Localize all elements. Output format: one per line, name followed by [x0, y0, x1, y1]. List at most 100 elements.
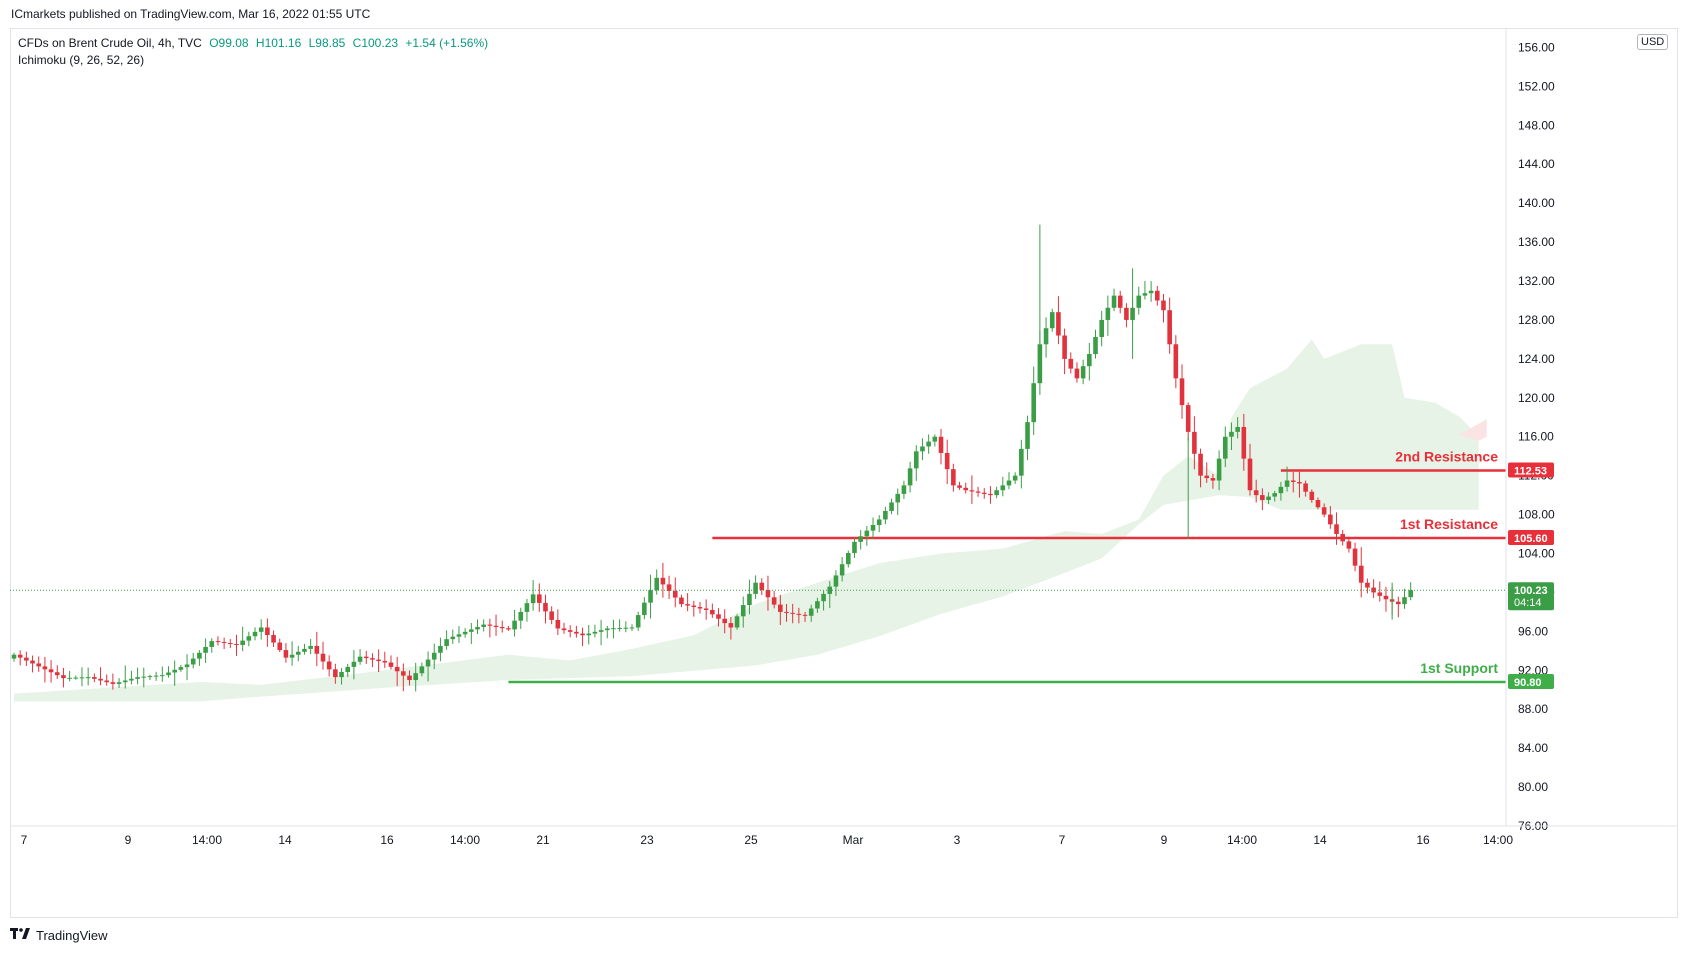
level-badge	[1508, 673, 1554, 689]
candle-body	[370, 658, 375, 660]
candle-body	[308, 645, 313, 649]
candle-body	[1235, 427, 1240, 432]
candle-body	[734, 616, 740, 628]
candle-body	[506, 628, 511, 630]
candle-body	[1346, 541, 1352, 549]
candle-body	[858, 536, 863, 542]
level-label: 1st Support	[1420, 660, 1498, 676]
candle-body	[821, 593, 826, 602]
candle-body	[926, 441, 931, 447]
candle-body	[1334, 524, 1339, 535]
candle-body	[592, 631, 598, 634]
candle-body	[1352, 548, 1358, 566]
candle-body	[73, 677, 79, 679]
candle-body	[129, 678, 134, 681]
footer: TradingView	[10, 928, 108, 943]
candle-body	[1049, 312, 1055, 329]
candle-body	[444, 639, 449, 646]
price-axis: 156.00 152.00 148.00 144.00 140.00 136.00 132.…	[1505, 28, 1555, 833]
candle-body	[604, 628, 610, 631]
candle-body	[401, 671, 406, 676]
candle-body	[876, 519, 882, 526]
candle-body	[1105, 307, 1111, 320]
candle-body	[271, 635, 276, 643]
candle-body	[944, 452, 950, 470]
candle-body	[1093, 336, 1098, 355]
high-value: H101.16	[255, 36, 302, 50]
candle-body	[345, 666, 351, 672]
price-tick-label: 108.00	[1518, 508, 1555, 522]
candle-body	[969, 490, 975, 492]
candle-body	[1358, 565, 1364, 583]
candle-body	[784, 611, 789, 613]
candle-body	[277, 642, 283, 651]
candle-body	[679, 597, 684, 605]
price-tick-label: 116.00	[1518, 430, 1554, 444]
candle-body	[580, 633, 585, 636]
candle-body	[586, 633, 592, 636]
price-tick-label: 92.00	[1518, 663, 1548, 677]
candle-body	[697, 607, 703, 609]
candle-body	[1371, 587, 1376, 593]
candle-body	[543, 602, 548, 612]
candle-body	[549, 611, 554, 620]
candle-body	[1216, 458, 1222, 481]
candle-body	[357, 656, 363, 662]
candle-body	[147, 676, 153, 678]
candle-body	[1167, 310, 1172, 345]
cloud-area	[14, 339, 1479, 702]
last-price-value: 100.23	[1514, 585, 1548, 597]
candle-body	[1019, 448, 1024, 476]
candle-body	[1383, 595, 1389, 600]
candle-body	[1142, 293, 1148, 296]
candle-body	[203, 646, 208, 653]
candle-body	[555, 619, 561, 629]
time-tick-label: 14:00	[192, 833, 222, 847]
chart-frame[interactable]	[10, 28, 1678, 918]
candle-body	[913, 451, 919, 469]
candle-body	[672, 590, 678, 598]
candle-body	[1043, 328, 1049, 345]
candle-body	[11, 654, 17, 659]
level-value: 90.80	[1514, 677, 1542, 689]
candle-body	[197, 652, 202, 659]
candle-body	[104, 680, 109, 683]
candle-body	[561, 628, 567, 631]
candle-body	[475, 626, 480, 630]
candle-body	[1068, 358, 1074, 369]
candle-body	[530, 594, 536, 604]
candle-body	[642, 602, 647, 616]
candle-body	[839, 564, 845, 576]
candle-body	[728, 623, 734, 628]
time-tick-label: 9	[1161, 833, 1168, 847]
candle-body	[36, 663, 42, 667]
candle-body	[1074, 368, 1080, 379]
candle-body	[771, 597, 777, 605]
candle-body	[376, 659, 381, 662]
candle-body	[24, 657, 29, 661]
candle-body	[1272, 493, 1278, 497]
time-tick-label: 16	[1416, 833, 1430, 847]
candle-body	[265, 627, 270, 636]
candle-body	[932, 436, 938, 442]
candle-body	[54, 672, 60, 676]
chart-legend: CFDs on Brent Crude Oil, 4h, TVC O99.08 …	[18, 35, 492, 69]
open-value: O99.08	[209, 36, 249, 50]
candle-body	[1000, 485, 1006, 491]
candle-body	[1117, 295, 1123, 308]
time-tick-label: 14:00	[450, 833, 480, 847]
candle-body	[1173, 344, 1179, 379]
time-tick-label: 14:00	[1227, 833, 1257, 847]
time-tick-label: 14:00	[1483, 833, 1513, 847]
candle-body	[413, 673, 418, 681]
candle-body	[1204, 475, 1210, 479]
candle-body	[1377, 592, 1383, 596]
candle-body	[759, 582, 765, 591]
low-value: L98.85	[308, 36, 346, 50]
currency-unit[interactable]: USD	[1637, 34, 1669, 50]
candle-body	[1006, 480, 1012, 486]
candle-body	[1396, 601, 1401, 605]
candle-body	[963, 487, 969, 491]
candle-body	[320, 653, 326, 662]
